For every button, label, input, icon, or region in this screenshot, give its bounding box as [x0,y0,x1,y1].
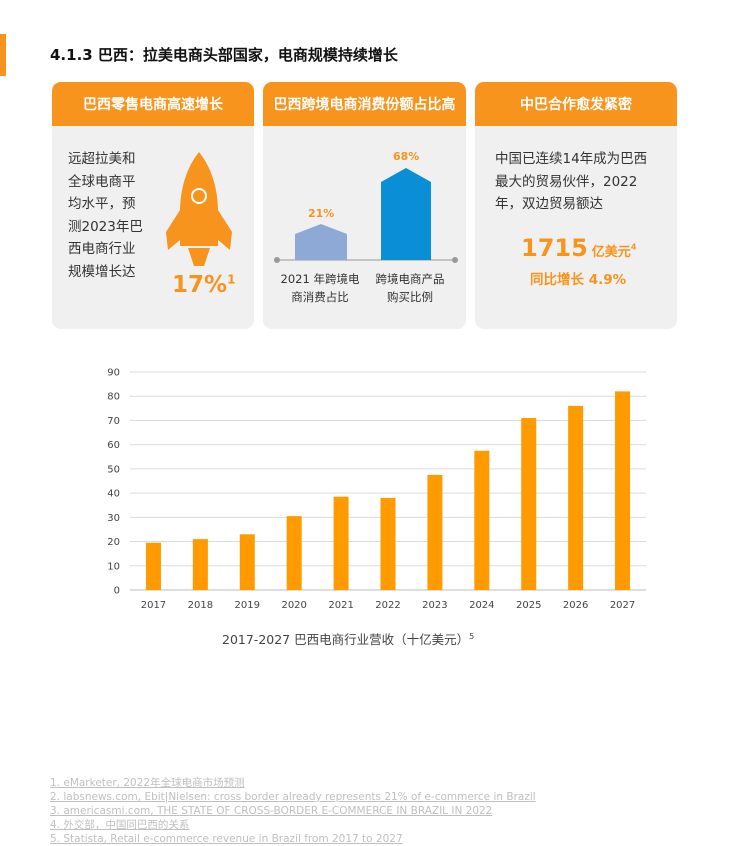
x-tick-label: 2023 [422,600,447,611]
bar-2022 [380,497,396,590]
y-tick-label: 50 [107,464,120,475]
trade-growth: 同比增长 4.9% [530,272,627,288]
text-line: 年，双边贸易额达 [495,196,603,212]
bar-2021 [333,496,349,590]
footnote-ref: 1 [227,272,236,287]
y-tick-label: 80 [107,392,120,403]
card-title: 巴西跨境电商消费份额占比高 [263,82,466,126]
label-line: 购买比例 [387,290,433,304]
bar-2027 [615,391,631,590]
baseline-dot [274,257,280,263]
y-tick-label: 90 [107,368,120,379]
text-line: 全球电商平 [68,173,136,190]
card-cross-border-share: 巴西跨境电商消费份额占比高 21% 68% 2021 年跨境电 商消费占比 跨境… [263,82,466,329]
y-tick-label: 0 [114,586,120,597]
text-line: 均水平，预 [68,196,136,212]
x-tick-label: 2025 [516,600,541,611]
mini-bar-chart [274,168,458,263]
footnote-link[interactable]: 4. 外交部，中国同巴西的关系 [50,819,190,831]
rocket-icon [166,152,232,266]
trade-volume: 1715 亿美元4 [521,234,636,262]
bar-category-label: 跨境电商产品 购买比例 [365,270,455,306]
text-line: 西电商行业 [68,241,136,257]
x-tick-label: 2021 [328,600,353,611]
bar-2023 [427,474,443,590]
x-tick-label: 2019 [235,600,260,611]
y-tick-label: 10 [107,561,120,572]
text-line: 最大的贸易伙伴，2022 [495,173,638,190]
bar-2020 [286,516,302,590]
footnote-link[interactable]: 5. Statista, Retail e-commerce revenue i… [50,833,403,845]
bar-2025 [521,418,537,590]
chart-title-text: 2017-2027 巴西电商行业营收（十亿美元） [222,632,470,647]
x-tick-label: 2018 [188,600,213,611]
trade-volume-number: 1715 [521,234,588,262]
y-tick-label: 20 [107,537,120,548]
trade-volume-unit: 亿美元 [591,245,631,260]
text-line: 远超拉美和 [68,151,136,167]
y-tick-label: 40 [107,489,120,500]
section-accent-bar [0,34,6,76]
bar-2018 [192,539,208,590]
footnote-link[interactable]: 1. eMarketer, 2022年全球电商市场预测 [50,777,245,789]
x-tick-label: 2017 [141,600,166,611]
x-tick-label: 2020 [281,600,306,611]
bar-2019 [239,534,255,590]
y-tick-label: 30 [107,513,120,524]
footnote-ref: 4 [630,242,637,252]
bar-value-label: 21% [308,207,335,220]
x-tick-label: 2024 [469,600,494,611]
bar-2026 [568,405,584,590]
card-text: 远超拉美和 全球电商平 均水平，预 测2023年巴 西电商行业 规模增长达 [68,148,158,283]
text-line: 中国已连续14年成为巴西 [495,151,648,167]
y-tick-label: 60 [107,440,120,451]
footnote-link[interactable]: 3. americasmi.com, THE STATE OF CROSS-BO… [50,805,493,817]
bar-value-label: 68% [393,150,420,163]
label-line: 2021 年跨境电 [280,272,360,286]
text-line: 测2023年巴 [68,218,143,235]
bar-2017 [145,542,161,590]
y-tick-label: 70 [107,416,120,427]
footnotes: 1. eMarketer, 2022年全球电商市场预测 2. labsnews.… [50,776,536,846]
x-tick-label: 2027 [610,600,635,611]
card-china-brazil-trade: 中巴合作愈发紧密 中国已连续14年成为巴西 最大的贸易伙伴，2022 年，双边贸… [475,82,677,329]
x-tick-label: 2026 [563,600,588,611]
bar-category-label: 2021 年跨境电 商消费占比 [277,270,363,306]
section-title: 4.1.3 巴西：拉美电商头部国家，电商规模持续增长 [50,46,398,64]
card-title: 中巴合作愈发紧密 [475,82,677,126]
footnote-link[interactable]: 2. labsnews.com, Ebit|Nielsen: cross bor… [50,791,536,803]
bar-2024 [474,450,490,590]
mini-bar-68 [381,168,431,260]
footnote-ref: 5 [469,631,475,641]
x-tick-label: 2022 [375,600,400,611]
highlight-value: 17% [172,272,228,298]
baseline-dot [452,257,458,263]
growth-percent: 17%1 [172,272,235,298]
mini-bar-21 [295,224,347,260]
chart-title: 2017-2027 巴西电商行业营收（十亿美元）5 [222,629,474,648]
card-title: 巴西零售电商高速增长 [52,82,254,126]
card-retail-growth: 巴西零售电商高速增长 远超拉美和 全球电商平 均水平，预 测2023年巴 西电商… [52,82,254,329]
label-line: 跨境电商产品 [375,272,445,286]
text-line: 规模增长达 [68,263,136,280]
card-text: 中国已连续14年成为巴西 最大的贸易伙伴，2022 年，双边贸易额达 [495,148,667,216]
label-line: 商消费占比 [291,290,349,304]
